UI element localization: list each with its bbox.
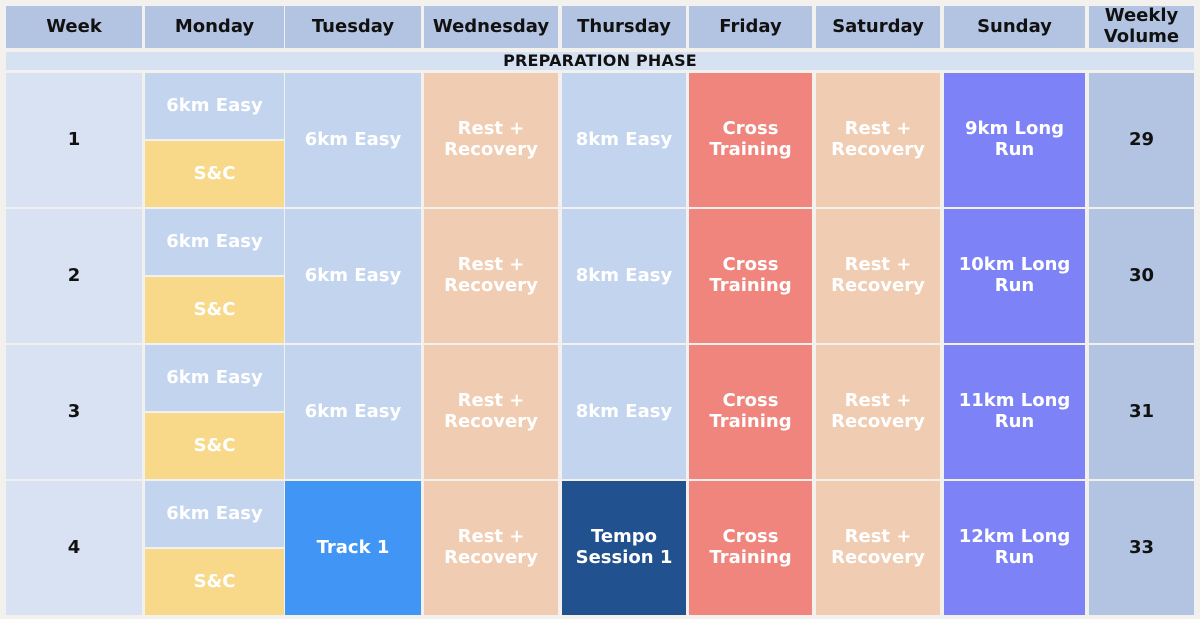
monday-strength: S&C — [145, 549, 284, 615]
friday-session: Cross Training — [689, 345, 812, 479]
week-number: 4 — [6, 481, 142, 615]
thursday-session: 8km Easy — [562, 73, 686, 207]
header-week: Week — [6, 6, 142, 48]
monday-strength: S&C — [145, 413, 284, 479]
friday-session: Cross Training — [689, 73, 812, 207]
friday-session: Cross Training — [689, 481, 812, 615]
tuesday-session: 6km Easy — [285, 209, 421, 343]
header-wednesday: Wednesday — [424, 6, 558, 48]
week-number: 3 — [6, 345, 142, 479]
weekly-volume: 31 — [1089, 345, 1194, 479]
weekly-volume: 33 — [1089, 481, 1194, 615]
header-thursday: Thursday — [562, 6, 686, 48]
wednesday-session: Rest + Recovery — [424, 209, 558, 343]
header-sunday: Sunday — [944, 6, 1085, 48]
header-weekly-volume: Weekly Volume — [1089, 5, 1194, 48]
sunday-long-run: 9km Long Run — [944, 73, 1085, 207]
header-monday: Monday — [145, 6, 284, 48]
monday-run: 6km Easy — [145, 73, 284, 139]
saturday-session: Rest + Recovery — [816, 73, 940, 207]
week-number: 2 — [6, 209, 142, 343]
tuesday-session: 6km Easy — [285, 345, 421, 479]
weekly-volume: 29 — [1089, 73, 1194, 207]
header-saturday: Saturday — [816, 6, 940, 48]
wednesday-session: Rest + Recovery — [424, 73, 558, 207]
tuesday-session: Track 1 — [285, 481, 421, 615]
thursday-session: 8km Easy — [562, 209, 686, 343]
header-friday: Friday — [689, 6, 812, 48]
weekly-volume: 30 — [1089, 209, 1194, 343]
sunday-long-run: 11km Long Run — [944, 345, 1085, 479]
thursday-session: Tempo Session 1 — [562, 481, 686, 615]
wednesday-session: Rest + Recovery — [424, 481, 558, 615]
friday-session: Cross Training — [689, 209, 812, 343]
saturday-session: Rest + Recovery — [816, 209, 940, 343]
header-tuesday: Tuesday — [285, 6, 421, 48]
sunday-long-run: 10km Long Run — [944, 209, 1085, 343]
saturday-session: Rest + Recovery — [816, 481, 940, 615]
sunday-long-run: 12km Long Run — [944, 481, 1085, 615]
saturday-session: Rest + Recovery — [816, 345, 940, 479]
thursday-session: 8km Easy — [562, 345, 686, 479]
monday-strength: S&C — [145, 277, 284, 343]
monday-run: 6km Easy — [145, 345, 284, 411]
monday-strength: S&C — [145, 141, 284, 207]
monday-run: 6km Easy — [145, 481, 284, 547]
week-number: 1 — [6, 73, 142, 207]
monday-run: 6km Easy — [145, 209, 284, 275]
wednesday-session: Rest + Recovery — [424, 345, 558, 479]
tuesday-session: 6km Easy — [285, 73, 421, 207]
phase-banner: PREPARATION PHASE — [6, 51, 1194, 70]
